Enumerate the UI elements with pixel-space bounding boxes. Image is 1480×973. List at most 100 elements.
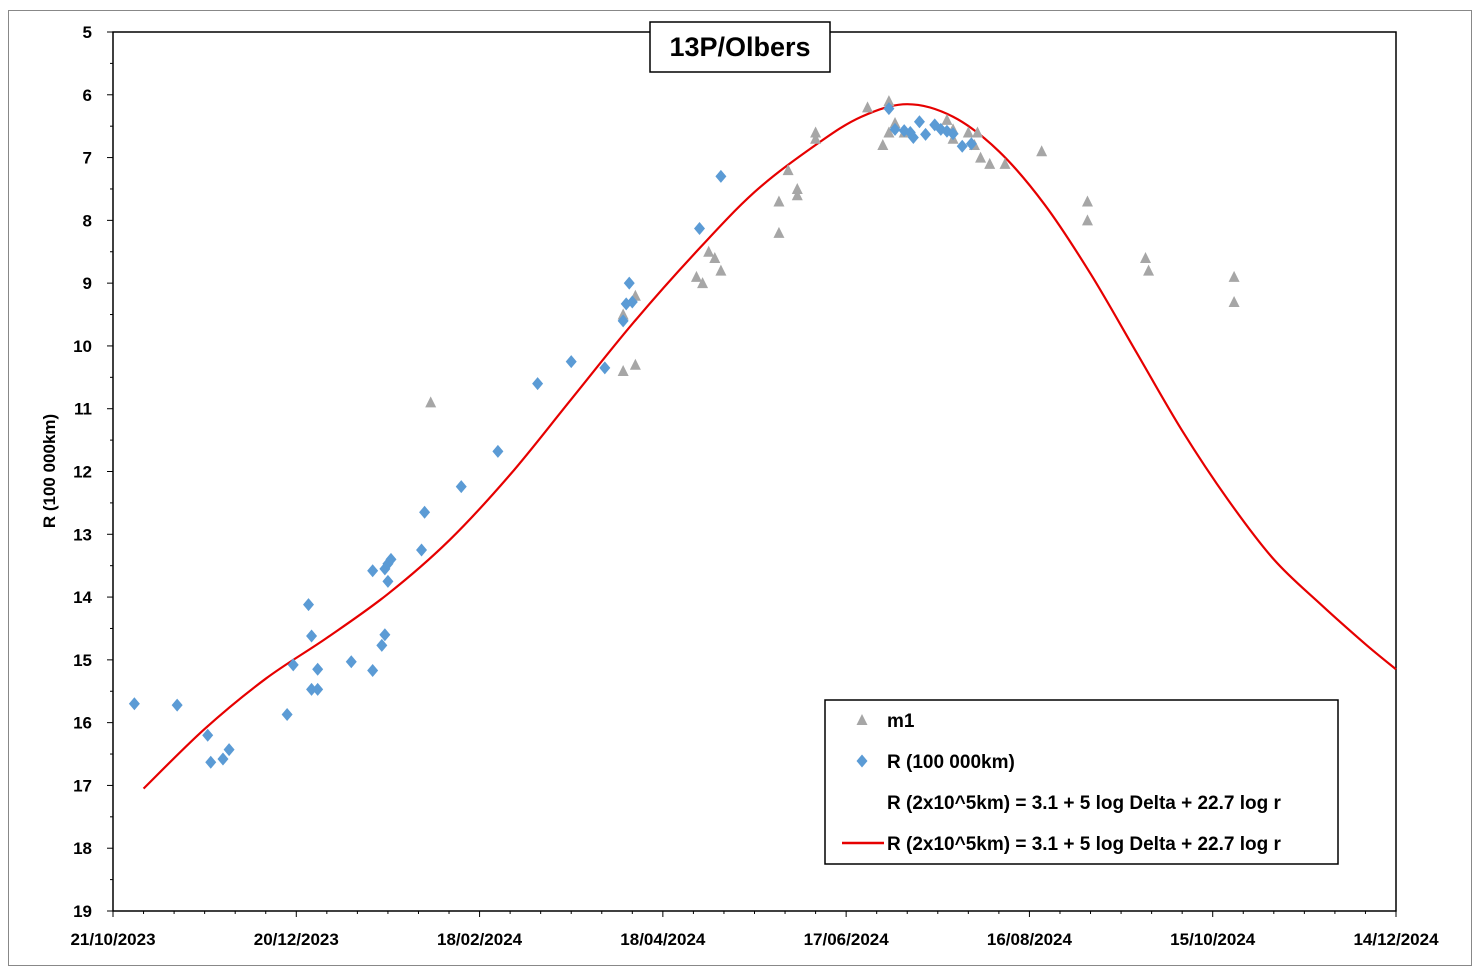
r-point — [623, 276, 635, 290]
y-tick-label: 9 — [83, 274, 92, 293]
m1-point — [877, 139, 889, 151]
x-tick-label: 21/10/2023 — [70, 930, 155, 949]
r-point — [416, 543, 428, 557]
x-axis: 21/10/2023 20/12/2023 18/02/2024 18/04/2024… — [70, 911, 1439, 949]
series-model-line — [142, 103, 1397, 790]
series-m1 — [425, 95, 1240, 408]
chart-title: 13P/Olbers — [669, 32, 810, 62]
y-tick-label: 15 — [73, 651, 92, 670]
r-point — [889, 122, 901, 136]
m1-point — [715, 264, 727, 276]
r-point — [306, 682, 318, 696]
legend-entry-label: R (2x10^5km) = 3.1 + 5 log Delta + 22.7 … — [887, 834, 1282, 855]
m1-point — [773, 226, 785, 238]
m1-point — [810, 126, 822, 138]
m1-point — [1036, 145, 1048, 157]
m1-point — [697, 277, 709, 289]
y-tick-label: 17 — [73, 776, 92, 795]
m1-point — [629, 358, 641, 370]
y-tick-label: 18 — [73, 839, 92, 858]
y-tick-label: 14 — [73, 588, 92, 607]
x-tick-label: 16/08/2024 — [987, 930, 1073, 949]
m1-point — [941, 113, 953, 125]
r-point — [565, 355, 577, 369]
r-point — [223, 743, 235, 757]
m1-point — [791, 189, 803, 201]
r-point — [626, 295, 638, 309]
m1-point — [425, 396, 437, 408]
r-point — [312, 662, 324, 676]
x-tick-label: 14/12/2024 — [1353, 930, 1439, 949]
m1-point — [690, 270, 702, 282]
m1-point — [999, 157, 1011, 169]
r-point — [306, 629, 318, 643]
r-point — [171, 698, 183, 712]
r-point — [715, 169, 727, 183]
legend-entry-label: R (100 000km) — [887, 752, 1015, 773]
x-tick-label: 17/06/2024 — [804, 930, 890, 949]
m1-point — [1081, 214, 1093, 226]
legend: m1 R (100 000km) R (2x10^5km) = 3.1 + 5 lo… — [824, 699, 1339, 865]
m1-point — [883, 126, 895, 138]
r-point — [920, 127, 932, 141]
r-point — [455, 480, 467, 494]
m1-point — [703, 245, 715, 257]
y-tick-label: 13 — [73, 525, 92, 544]
r-point — [694, 222, 706, 236]
x-tick-label: 18/04/2024 — [620, 930, 706, 949]
r-point — [956, 139, 968, 153]
m1-point — [862, 101, 874, 113]
r-point — [376, 638, 388, 652]
y-tick-label: 6 — [83, 86, 92, 105]
m1-point — [883, 95, 895, 107]
r-point — [128, 697, 140, 711]
y-tick-label: 16 — [73, 714, 92, 733]
y-tick-label: 10 — [73, 337, 92, 356]
r-point — [303, 598, 315, 612]
r-point — [907, 130, 919, 144]
m1-point — [773, 195, 785, 207]
m1-point — [782, 164, 794, 176]
r-point — [883, 102, 895, 116]
model-curve — [142, 103, 1397, 790]
r-point — [379, 628, 391, 642]
r-point — [599, 361, 611, 375]
r-point — [419, 505, 431, 519]
y-axis-title: R (100 000km) — [40, 414, 59, 528]
y-tick-label: 12 — [73, 463, 92, 482]
r-point — [345, 655, 357, 669]
m1-point — [1081, 195, 1093, 207]
x-tick-label: 15/10/2024 — [1170, 930, 1256, 949]
y-axis: 5 6 7 8 9 10 11 12 13 14 15 16 17 18 19 — [73, 23, 113, 921]
y-tick-label: 8 — [83, 211, 92, 230]
r-point — [385, 552, 397, 566]
legend-entry-label: m1 — [887, 711, 915, 732]
r-point — [532, 377, 544, 391]
m1-point — [975, 151, 987, 163]
y-tick-label: 7 — [83, 149, 92, 168]
r-point — [965, 137, 977, 151]
m1-point — [810, 132, 822, 144]
m1-point — [889, 117, 901, 129]
m1-point — [1143, 264, 1155, 276]
r-point — [492, 444, 504, 458]
r-point — [217, 752, 229, 766]
m1-point — [617, 308, 629, 320]
x-tick-label: 20/12/2023 — [254, 930, 339, 949]
m1-point — [984, 157, 996, 169]
r-point — [312, 682, 324, 696]
m1-point — [617, 365, 629, 377]
m1-point — [709, 252, 721, 264]
m1-point — [791, 182, 803, 194]
r-point — [367, 564, 379, 578]
legend-m1-icon — [856, 714, 868, 725]
r-point — [947, 127, 959, 141]
r-point — [617, 314, 629, 328]
m1-point — [1140, 252, 1152, 264]
x-tick-label: 18/02/2024 — [437, 930, 523, 949]
m1-point — [971, 126, 983, 138]
r-point — [281, 707, 293, 721]
m1-point — [1228, 270, 1240, 282]
legend-frame — [824, 699, 1339, 865]
